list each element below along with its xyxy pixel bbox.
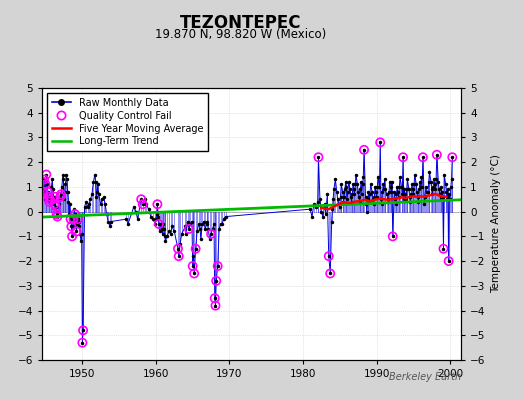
Point (56, 194, 64, 200)
Point (67, 216, 75, 222)
Point (211, 302, 220, 309)
Point (41, 181, 50, 188)
Point (419, 154, 427, 160)
Point (74, 216, 82, 222)
Point (433, 152, 441, 158)
Point (52, 204, 60, 210)
Point (376, 139, 385, 146)
Point (388, 233, 397, 240)
Point (326, 270, 334, 277)
Point (78, 340, 86, 346)
Point (324, 253, 333, 259)
Point (174, 253, 183, 259)
Point (46, 196, 54, 202)
Point (212, 278, 221, 284)
Point (43, 189, 52, 195)
Point (45, 194, 53, 200)
Point (190, 270, 199, 277)
Point (52, 211, 61, 217)
Point (211, 295, 219, 301)
Point (39, 189, 48, 195)
Point (207, 231, 215, 237)
Point (40, 176, 48, 183)
Point (50, 201, 59, 208)
Point (45, 198, 53, 205)
Point (189, 263, 197, 269)
Point (69, 216, 78, 222)
Point (444, 258, 453, 264)
Legend: Raw Monthly Data, Quality Control Fail, Five Year Moving Average, Long-Term Tren: Raw Monthly Data, Quality Control Fail, … (47, 93, 208, 151)
Point (137, 196, 145, 202)
Point (68, 233, 77, 240)
Point (191, 246, 200, 252)
Point (399, 154, 407, 160)
Point (71, 211, 79, 217)
Point (153, 201, 161, 208)
Point (448, 154, 456, 160)
Point (42, 171, 50, 178)
Point (79, 327, 88, 334)
Text: TEZONTEPEC: TEZONTEPEC (180, 14, 302, 32)
Point (67, 223, 75, 230)
Point (439, 246, 447, 252)
Text: 19.870 N, 98.820 W (Mexico): 19.870 N, 98.820 W (Mexico) (156, 28, 326, 41)
Point (314, 154, 323, 160)
Point (53, 213, 61, 220)
Point (360, 147, 368, 153)
Point (138, 201, 147, 208)
Point (57, 191, 65, 198)
Y-axis label: Temperature Anomaly (°C): Temperature Anomaly (°C) (491, 154, 501, 294)
Point (72, 228, 81, 235)
Point (174, 246, 182, 252)
Point (155, 221, 163, 227)
Point (213, 263, 222, 269)
Text: Berkeley Earth: Berkeley Earth (389, 372, 461, 382)
Point (51, 194, 59, 200)
Point (185, 226, 193, 232)
